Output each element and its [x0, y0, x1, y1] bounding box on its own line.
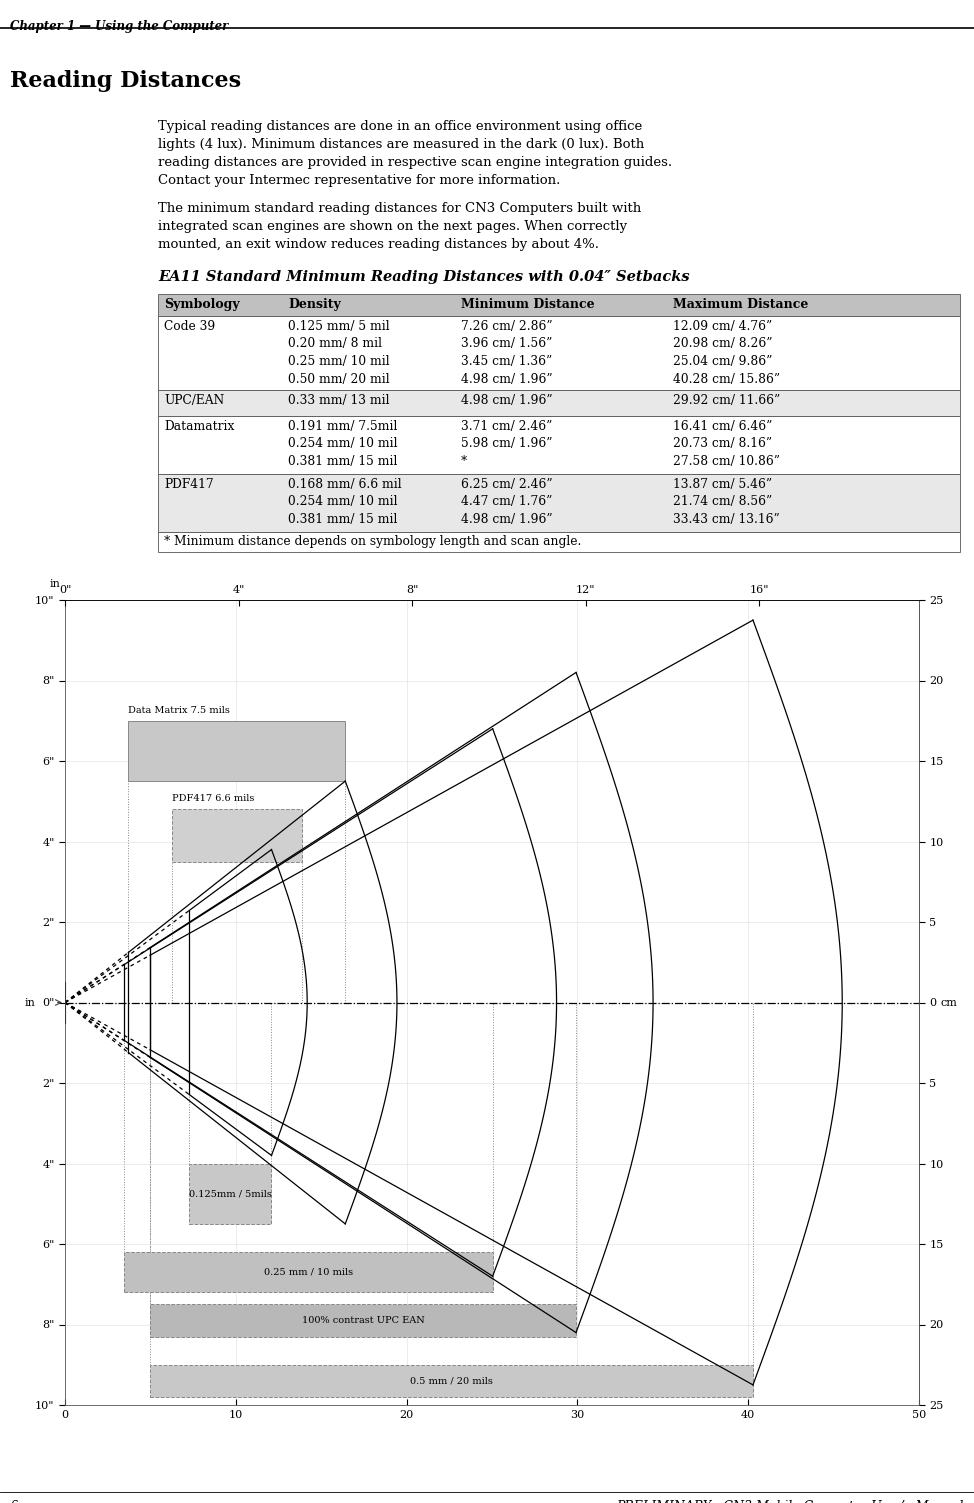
Text: UPC/EAN: UPC/EAN	[164, 394, 224, 407]
Text: 7.26 cm/ 2.86”
3.96 cm/ 1.56”
3.45 cm/ 1.36”
4.98 cm/ 1.96”: 7.26 cm/ 2.86” 3.96 cm/ 1.56” 3.45 cm/ 1…	[461, 320, 552, 385]
Text: 0.168 mm/ 6.6 mil
0.254 mm/ 10 mil
0.381 mm/ 15 mil: 0.168 mm/ 6.6 mil 0.254 mm/ 10 mil 0.381…	[288, 478, 402, 526]
Bar	[150, 1305, 576, 1336]
Text: Datamatrix: Datamatrix	[164, 419, 235, 433]
Text: Maximum Distance: Maximum Distance	[673, 298, 808, 311]
Text: 0.125 mm/ 5 mil
0.20 mm/ 8 mil
0.25 mm/ 10 mil
0.50 mm/ 20 mil: 0.125 mm/ 5 mil 0.20 mm/ 8 mil 0.25 mm/ …	[288, 320, 390, 385]
Bar	[158, 416, 960, 473]
Text: Contact your Intermec representative for more information.: Contact your Intermec representative for…	[158, 174, 560, 186]
Text: Code 39: Code 39	[164, 320, 215, 334]
Text: 3.71 cm/ 2.46”
5.98 cm/ 1.96”
*: 3.71 cm/ 2.46” 5.98 cm/ 1.96” *	[461, 419, 552, 467]
Text: PDF417 6.6 mils: PDF417 6.6 mils	[171, 794, 254, 803]
Text: 13.87 cm/ 5.46”
21.74 cm/ 8.56”
33.43 cm/ 13.16”: 13.87 cm/ 5.46” 21.74 cm/ 8.56” 33.43 cm…	[673, 478, 780, 526]
Bar	[158, 295, 960, 316]
Bar	[171, 809, 302, 861]
Text: 12.09 cm/ 4.76”
20.98 cm/ 8.26”
25.04 cm/ 9.86”
40.28 cm/ 15.86”: 12.09 cm/ 4.76” 20.98 cm/ 8.26” 25.04 cm…	[673, 320, 780, 385]
Text: Minimum Distance: Minimum Distance	[461, 298, 594, 311]
Text: integrated scan engines are shown on the next pages. When correctly: integrated scan engines are shown on the…	[158, 219, 627, 233]
Text: 16.41 cm/ 6.46”
20.73 cm/ 8.16”
27.58 cm/ 10.86”: 16.41 cm/ 6.46” 20.73 cm/ 8.16” 27.58 cm…	[673, 419, 780, 467]
Text: lights (4 lux). Minimum distances are measured in the dark (0 lux). Both: lights (4 lux). Minimum distances are me…	[158, 138, 644, 150]
Bar	[158, 532, 960, 552]
Text: 4.98 cm/ 1.96”: 4.98 cm/ 1.96”	[461, 394, 552, 407]
Text: PDF417: PDF417	[164, 478, 213, 491]
Text: Symbology: Symbology	[164, 298, 240, 311]
Text: Reading Distances: Reading Distances	[10, 71, 242, 92]
Text: 0.191 mm/ 7.5mil
0.254 mm/ 10 mil
0.381 mm/ 15 mil: 0.191 mm/ 7.5mil 0.254 mm/ 10 mil 0.381 …	[288, 419, 397, 467]
Text: 6: 6	[10, 1500, 18, 1503]
Text: 100% contrast UPC EAN: 100% contrast UPC EAN	[302, 1317, 425, 1326]
Text: * Minimum distance depends on symbology length and scan angle.: * Minimum distance depends on symbology …	[164, 535, 581, 549]
Text: in: in	[49, 579, 60, 589]
Bar	[158, 473, 960, 532]
Text: 0.5 mm / 20 mils: 0.5 mm / 20 mils	[410, 1377, 493, 1386]
Text: 0.33 mm/ 13 mil: 0.33 mm/ 13 mil	[288, 394, 390, 407]
Text: mounted, an exit window reduces reading distances by about 4%.: mounted, an exit window reduces reading …	[158, 237, 599, 251]
Text: Chapter 1 — Using the Computer: Chapter 1 — Using the Computer	[10, 20, 228, 33]
Text: reading distances are provided in respective scan engine integration guides.: reading distances are provided in respec…	[158, 156, 672, 168]
Bar	[55, 983, 65, 1022]
Text: 0.25 mm / 10 mils: 0.25 mm / 10 mils	[264, 1267, 353, 1276]
Bar	[124, 1252, 493, 1293]
Text: Data Matrix 7.5 mils: Data Matrix 7.5 mils	[129, 706, 230, 715]
Text: 6.25 cm/ 2.46”
4.47 cm/ 1.76”
4.98 cm/ 1.96”: 6.25 cm/ 2.46” 4.47 cm/ 1.76” 4.98 cm/ 1…	[461, 478, 552, 526]
Y-axis label: cm: cm	[941, 998, 957, 1007]
Text: EA11 Standard Minimum Reading Distances with 0.04″ Setbacks: EA11 Standard Minimum Reading Distances …	[158, 271, 690, 284]
Text: 29.92 cm/ 11.66”: 29.92 cm/ 11.66”	[673, 394, 780, 407]
Bar	[150, 1365, 753, 1396]
Text: Density: Density	[288, 298, 341, 311]
Text: Typical reading distances are done in an office environment using office: Typical reading distances are done in an…	[158, 120, 642, 132]
Text: 0.125mm / 5mils: 0.125mm / 5mils	[189, 1189, 272, 1198]
Bar	[158, 316, 960, 389]
Y-axis label: in: in	[24, 998, 35, 1007]
Text: The minimum standard reading distances for CN3 Computers built with: The minimum standard reading distances f…	[158, 201, 641, 215]
Bar	[158, 389, 960, 416]
Bar	[129, 721, 345, 782]
Bar	[189, 1163, 272, 1223]
Text: PRELIMINARY - CN3 Mobile Computer User’s Manual: PRELIMINARY - CN3 Mobile Computer User’s…	[617, 1500, 964, 1503]
